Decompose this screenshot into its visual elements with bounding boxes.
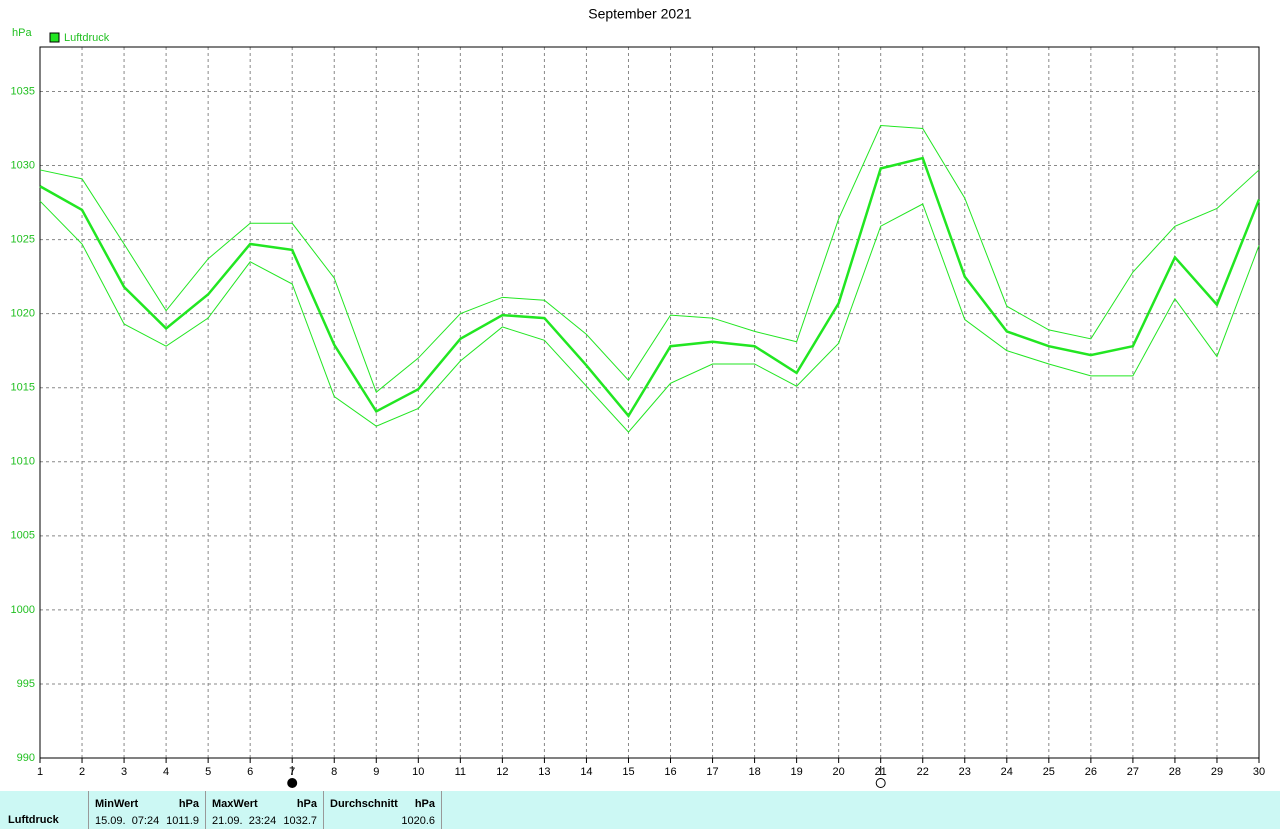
stats-unit: hPa bbox=[414, 798, 435, 810]
stats-col: Durchschnitt hPa 1020.6 bbox=[323, 791, 442, 829]
y-tick-label: 990 bbox=[17, 752, 35, 764]
plot-frame bbox=[39, 46, 1260, 759]
x-tick-label: 13 bbox=[538, 766, 550, 778]
stats-value: 1020.6 bbox=[401, 815, 435, 827]
x-tick-label: 1 bbox=[37, 766, 43, 778]
y-tick-label: 1025 bbox=[11, 233, 35, 245]
x-tick-label: 30 bbox=[1253, 766, 1265, 778]
x-tick-label: 5 bbox=[205, 766, 211, 778]
y-tick-label: 1005 bbox=[11, 530, 35, 542]
x-tick-label: 4 bbox=[163, 766, 169, 778]
chart: September 2021 hPa 990995100010051010101… bbox=[11, 6, 1265, 788]
x-tick-label: 9 bbox=[373, 766, 379, 778]
stats-name: Luftdruck bbox=[8, 814, 59, 826]
stats-header: MaxWert bbox=[212, 798, 258, 810]
line bbox=[39, 124, 1260, 393]
y-tick-label: 1010 bbox=[11, 456, 35, 468]
moon-marker bbox=[287, 778, 298, 788]
legend-swatch bbox=[49, 32, 60, 43]
stats-unit: hPa bbox=[178, 798, 199, 810]
stats-unit: hPa bbox=[296, 798, 317, 810]
y-tick-label: 1020 bbox=[11, 308, 35, 320]
x-tick-label: 19 bbox=[790, 766, 802, 778]
x-tick-label: 2 bbox=[79, 766, 85, 778]
y-tick-label: 995 bbox=[17, 678, 35, 690]
x-tick-label: 3 bbox=[121, 766, 127, 778]
x-tick-label: 23 bbox=[959, 766, 971, 778]
y-tick-label: 1035 bbox=[11, 85, 35, 97]
x-tick-label: 29 bbox=[1211, 766, 1223, 778]
x-tick-label: 27 bbox=[1127, 766, 1139, 778]
stats-col: MaxWert hPa 21.09. 23:24 1032.7 bbox=[205, 791, 323, 829]
x-tick-label: 8 bbox=[331, 766, 337, 778]
stats-header: MinWert bbox=[95, 798, 139, 810]
x-tick-label: 15 bbox=[622, 766, 634, 778]
y-tick-label: 1000 bbox=[11, 604, 35, 616]
x-tick-label: 11 bbox=[455, 766, 466, 778]
x-tick-label: 20 bbox=[833, 766, 845, 778]
y-tick-label: 1015 bbox=[11, 382, 35, 394]
legend-label: Luftdruck bbox=[64, 32, 110, 44]
stats-header: Durchschnitt bbox=[330, 798, 398, 810]
stats-col: MinWert hPa 15.09. 07:24 1011.9 bbox=[88, 791, 205, 829]
x-tick-label: 12 bbox=[496, 766, 508, 778]
x-tick-label: 22 bbox=[917, 766, 929, 778]
line bbox=[39, 156, 1261, 418]
y-axis-label: hPa bbox=[12, 27, 32, 39]
stats-time: 15.09. 07:24 bbox=[95, 815, 160, 827]
x-tick-label: 28 bbox=[1169, 766, 1181, 778]
x-tick-label: 14 bbox=[580, 766, 592, 778]
x-tick-label: 6 bbox=[247, 766, 253, 778]
x-tick-label: 17 bbox=[706, 766, 718, 778]
x-tick-label: 26 bbox=[1085, 766, 1097, 778]
x-tick-label: 10 bbox=[412, 766, 424, 778]
x-tick-label: 18 bbox=[748, 766, 760, 778]
stats-time: 21.09. 23:24 bbox=[212, 815, 277, 827]
stats-value: 1011.9 bbox=[166, 815, 199, 827]
y-tick-label: 1030 bbox=[11, 159, 35, 171]
x-tick-label: 25 bbox=[1043, 766, 1055, 778]
moon-marker bbox=[875, 778, 886, 788]
stats-table: Luftdruck MinWert hPa 15.09. 07:24 1011.… bbox=[0, 791, 1280, 829]
x-tick-label: 16 bbox=[664, 766, 676, 778]
line bbox=[39, 200, 1260, 433]
x-tick-label: 24 bbox=[1001, 766, 1013, 778]
chart-title: September 2021 bbox=[588, 6, 692, 22]
stats-value: 1032.7 bbox=[283, 815, 317, 827]
